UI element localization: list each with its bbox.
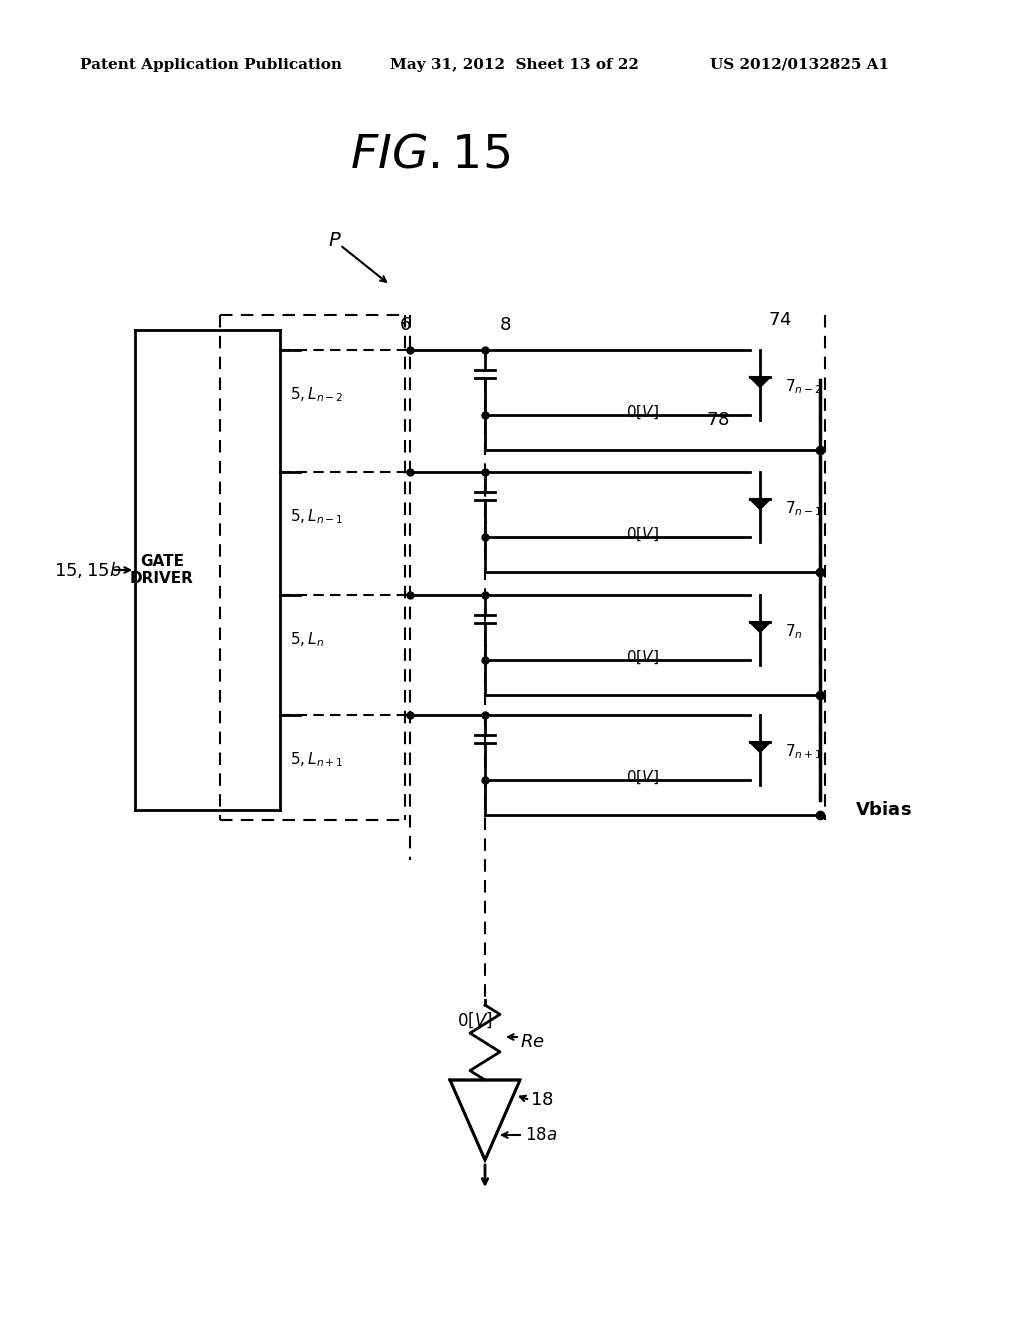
Text: Patent Application Publication: Patent Application Publication xyxy=(80,58,342,73)
Text: US 2012/0132825 A1: US 2012/0132825 A1 xyxy=(710,58,889,73)
Text: $\mathit{Re}$: $\mathit{Re}$ xyxy=(520,1034,545,1051)
Text: $\mathit{0[V]}$: $\mathit{0[V]}$ xyxy=(626,404,658,421)
Text: $\mathit{18a}$: $\mathit{18a}$ xyxy=(525,1126,557,1144)
Text: $\mathit{6}$: $\mathit{6}$ xyxy=(399,315,411,334)
Text: $\mathit{7_{n-1}}$: $\mathit{7_{n-1}}$ xyxy=(785,500,822,519)
Text: $\mathit{7_{n-2}}$: $\mathit{7_{n-2}}$ xyxy=(785,378,822,396)
Text: $\mathit{FIG.15}$: $\mathit{FIG.15}$ xyxy=(350,132,510,178)
Text: $\mathit{0[V]}$: $\mathit{0[V]}$ xyxy=(626,648,658,665)
Polygon shape xyxy=(750,378,770,387)
Polygon shape xyxy=(450,1080,520,1160)
Text: $\mathit{7_n}$: $\mathit{7_n}$ xyxy=(785,623,803,642)
Text: May 31, 2012  Sheet 13 of 22: May 31, 2012 Sheet 13 of 22 xyxy=(390,58,639,73)
Text: $\mathbf{Vbias}$: $\mathbf{Vbias}$ xyxy=(855,801,912,818)
Text: $\mathit{15,15b}$: $\mathit{15,15b}$ xyxy=(54,560,122,579)
Text: $\mathit{74}$: $\mathit{74}$ xyxy=(768,312,792,329)
Text: $\mathit{8}$: $\mathit{8}$ xyxy=(499,315,511,334)
Text: $\mathit{0[V]}$: $\mathit{0[V]}$ xyxy=(458,1010,493,1030)
Text: $\mathit{5,L_{n+1}}$: $\mathit{5,L_{n+1}}$ xyxy=(290,751,344,770)
Text: $\mathit{78}$: $\mathit{78}$ xyxy=(707,411,730,429)
Text: $\mathit{18}$: $\mathit{18}$ xyxy=(530,1092,554,1109)
Polygon shape xyxy=(750,622,770,632)
Text: $\mathit{5,L_n}$: $\mathit{5,L_n}$ xyxy=(290,631,324,649)
Text: $\mathit{5,L_{n-2}}$: $\mathit{5,L_{n-2}}$ xyxy=(290,385,344,404)
Text: GATE
DRIVER: GATE DRIVER xyxy=(130,554,194,586)
Text: $\mathit{0[V]}$: $\mathit{0[V]}$ xyxy=(626,525,658,543)
Text: $\mathit{7_{n+1}}$: $\mathit{7_{n+1}}$ xyxy=(785,743,822,762)
Text: $\mathit{0[V]}$: $\mathit{0[V]}$ xyxy=(626,768,658,785)
Text: $\mathit{P}$: $\mathit{P}$ xyxy=(328,231,342,249)
Text: $\mathit{5,L_{n-1}}$: $\mathit{5,L_{n-1}}$ xyxy=(290,508,344,527)
Polygon shape xyxy=(750,499,770,510)
Polygon shape xyxy=(750,742,770,752)
